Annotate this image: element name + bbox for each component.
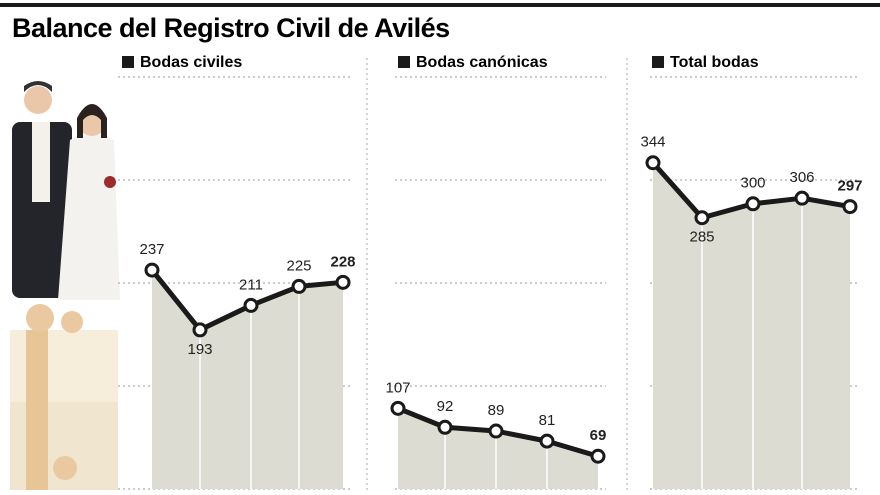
value-label: 285: [689, 229, 714, 246]
title-square: [122, 56, 134, 68]
value-label: 193: [187, 341, 212, 358]
value-label: 306: [789, 169, 814, 186]
value-label: 211: [239, 276, 263, 293]
value-label: 237: [139, 241, 164, 258]
point: [745, 196, 761, 212]
point: [590, 448, 606, 464]
photo: [10, 81, 120, 490]
point: [144, 262, 160, 278]
value-label: 107: [385, 379, 410, 396]
point: [390, 400, 406, 416]
point: [694, 210, 710, 226]
point: [192, 322, 208, 338]
value-label: 297: [837, 178, 862, 195]
point: [291, 278, 307, 294]
point: [335, 274, 351, 290]
main-title: Balance del Registro Civil de Avilés: [12, 13, 450, 43]
value-label: 344: [640, 134, 665, 151]
value-label: 228: [330, 253, 355, 270]
top-rule: [0, 3, 880, 7]
point: [539, 433, 555, 449]
point: [437, 419, 453, 435]
value-label: 69: [590, 427, 607, 444]
value-label: 300: [740, 175, 765, 192]
panel-title: Total bodas: [670, 54, 759, 71]
title-square: [652, 56, 664, 68]
point: [794, 190, 810, 206]
value-label: 81: [539, 412, 556, 429]
area: [653, 162, 850, 489]
panel-title: Bodas canónicas: [416, 54, 548, 71]
title-square: [398, 56, 410, 68]
point: [645, 155, 661, 171]
value-label: 89: [488, 402, 505, 419]
point: [488, 423, 504, 439]
point: [842, 199, 858, 215]
value-label: 225: [286, 257, 311, 274]
panel-title: Bodas civiles: [140, 54, 242, 71]
point: [243, 297, 259, 313]
value-label: 92: [437, 398, 454, 415]
